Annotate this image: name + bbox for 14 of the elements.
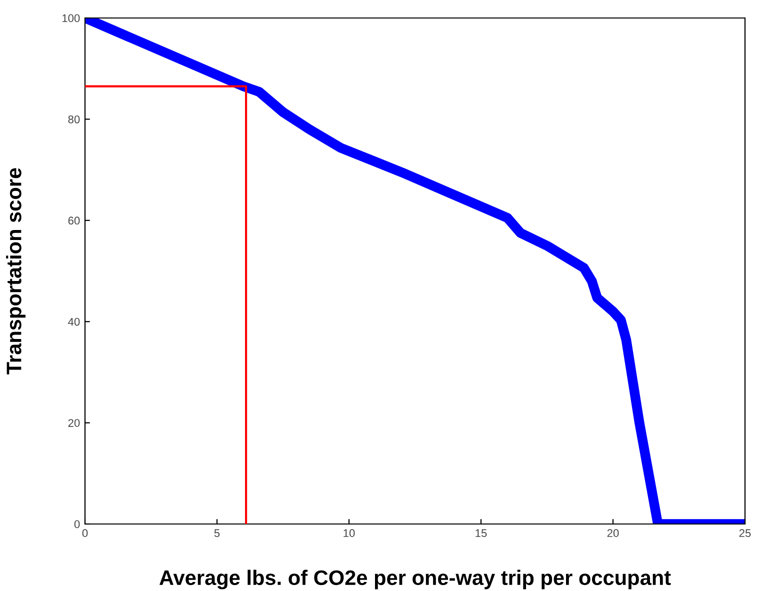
y-tick-label: 20 <box>68 419 80 427</box>
x-tick-label: 5 <box>214 529 220 538</box>
y-tick-label: 80 <box>68 115 80 124</box>
x-tick-label: 0 <box>82 529 88 538</box>
y-axis-title: Transportation score <box>6 168 26 374</box>
x-tick-label: 10 <box>344 529 355 538</box>
x-tick-label: 15 <box>476 529 487 538</box>
y-tick-label: 0 <box>74 520 80 528</box>
y-tick-label: 100 <box>62 14 80 22</box>
x-tick-label: 20 <box>607 529 619 538</box>
x-axis-title: Average lbs. of CO2e per one-way trip per occupant <box>159 570 671 590</box>
y-tick-label: 60 <box>68 216 80 225</box>
x-tick-label: 25 <box>739 529 751 538</box>
y-tick-label: 40 <box>68 318 80 326</box>
